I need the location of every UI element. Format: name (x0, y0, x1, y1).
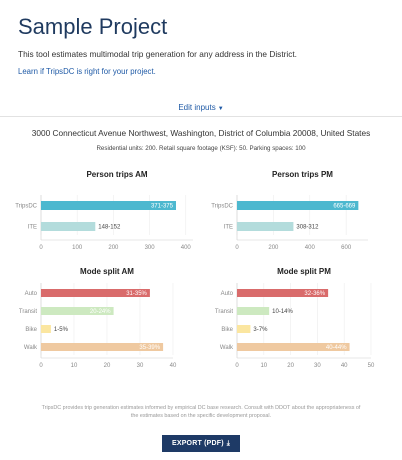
y-category-label: TripsDC (211, 204, 233, 210)
y-category-label: Bike (25, 327, 37, 333)
y-category-label: Bike (221, 327, 233, 333)
y-category-label: Transit (215, 309, 233, 315)
y-category-label: TripsDC (15, 204, 37, 210)
x-tick-label: 0 (39, 245, 43, 251)
x-tick-label: 50 (368, 363, 375, 369)
y-category-label: Walk (220, 345, 234, 351)
bar-auto (41, 289, 150, 297)
x-tick-label: 10 (71, 363, 78, 369)
bar-tripsdc (41, 201, 176, 210)
x-tick-label: 40 (170, 363, 177, 369)
data-label: 35-39% (139, 345, 160, 351)
divider (0, 116, 402, 117)
page-title: Sample Project (18, 14, 168, 39)
bar-auto (237, 289, 329, 297)
y-category-label: Transit (19, 309, 37, 315)
edit-inputs-label: Edit inputs (178, 103, 216, 112)
bar-transit (237, 307, 270, 315)
data-label: 31-35% (126, 291, 147, 297)
download-circle-icon: ⤓ (226, 439, 231, 447)
data-label: 20-24% (90, 309, 111, 315)
y-category-label: Walk (24, 345, 38, 351)
export-pdf-button[interactable]: EXPORT (PDF) ⤓ (162, 435, 240, 452)
y-category-label: ITE (224, 225, 233, 231)
x-tick-label: 400 (181, 245, 192, 251)
bar-ite (237, 222, 294, 231)
x-tick-label: 100 (72, 245, 83, 251)
x-tick-label: 600 (341, 245, 352, 251)
data-label: 3-7% (253, 327, 268, 333)
x-tick-label: 30 (314, 363, 321, 369)
edit-inputs-toggle[interactable]: Edit inputs ▼ (0, 103, 402, 112)
data-label: 1-5% (54, 327, 69, 333)
data-label: 371-375 (151, 204, 174, 210)
x-tick-label: 30 (137, 363, 144, 369)
y-category-label: Auto (25, 291, 38, 297)
chart-title: Mode split PM (277, 267, 331, 276)
export-label: EXPORT (PDF) (171, 440, 224, 447)
bar-transit (41, 307, 114, 315)
bar-tripsdc (237, 201, 359, 210)
x-tick-label: 200 (268, 245, 279, 251)
data-label: 665-669 (333, 204, 356, 210)
data-label: 40-44% (326, 345, 347, 351)
project-summary: Residential units: 200. Retail square fo… (96, 145, 306, 152)
y-category-label: Auto (221, 291, 234, 297)
y-category-label: ITE (28, 225, 37, 231)
data-label: 308-312 (296, 225, 319, 231)
x-tick-label: 400 (305, 245, 316, 251)
learn-more-link[interactable]: Learn if TripsDC is right for your proje… (18, 67, 156, 76)
x-tick-label: 40 (341, 363, 348, 369)
bar-bike (237, 325, 251, 333)
intro-text: This tool estimates multimodal trip gene… (18, 49, 297, 59)
bar-ite (41, 222, 96, 231)
x-tick-label: 0 (39, 363, 43, 369)
x-tick-label: 0 (235, 363, 239, 369)
x-tick-label: 300 (145, 245, 156, 251)
caret-down-icon: ▼ (217, 106, 224, 112)
bar-walk (237, 343, 350, 351)
x-tick-label: 10 (260, 363, 267, 369)
footer-disclaimer: TripsDC provides trip generation estimat… (41, 405, 361, 419)
chart-title: Person trips PM (272, 170, 333, 179)
x-tick-label: 20 (287, 363, 294, 369)
chart-title: Person trips AM (86, 170, 147, 179)
x-tick-label: 200 (108, 245, 119, 251)
data-label: 148-152 (98, 225, 121, 231)
bar-bike (41, 325, 51, 333)
project-address: 3000 Connecticut Avenue Northwest, Washi… (31, 128, 371, 138)
data-label: 10-14% (272, 309, 293, 315)
bar-walk (41, 343, 164, 351)
x-tick-label: 20 (104, 363, 111, 369)
data-label: 32-36% (304, 291, 325, 297)
x-tick-label: 0 (235, 245, 239, 251)
chart-title: Mode split AM (80, 267, 134, 276)
